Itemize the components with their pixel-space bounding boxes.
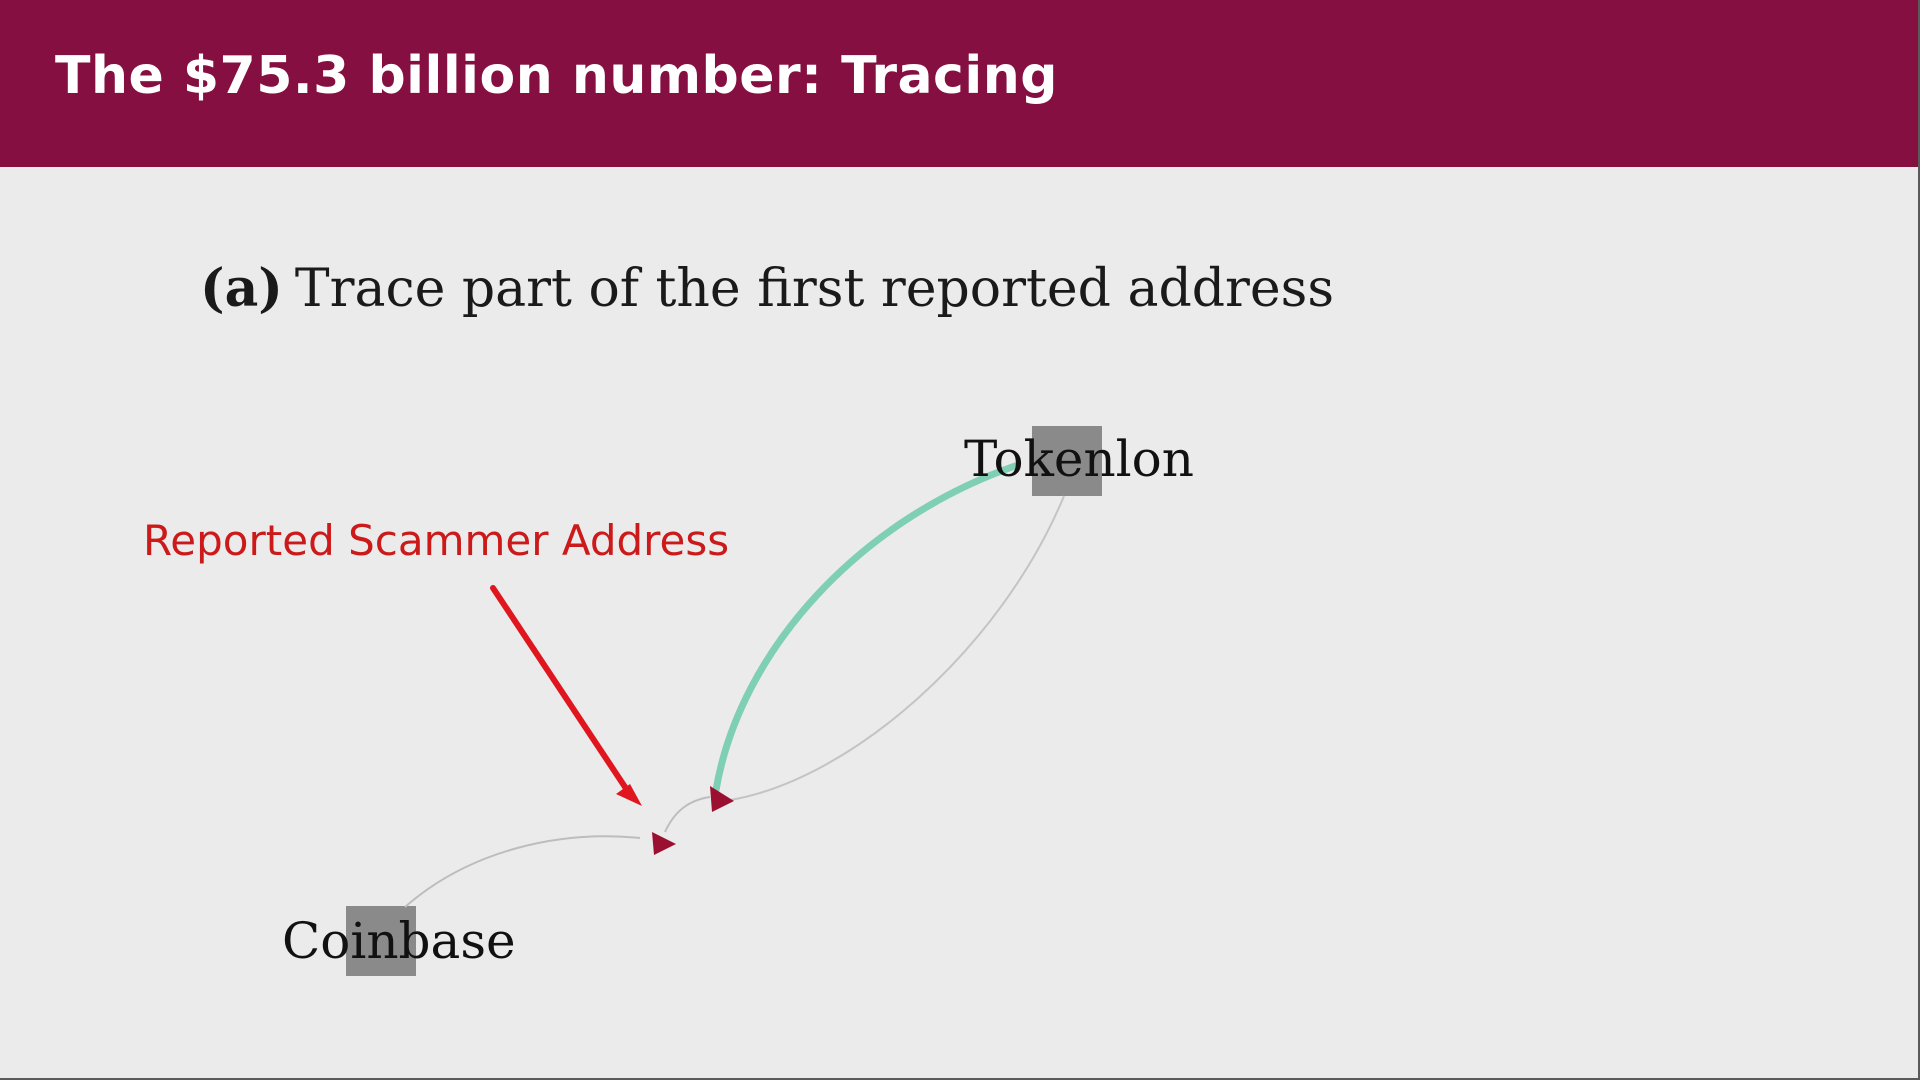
reported-scammer-label: Reported Scammer Address [143,516,729,565]
coinbase-node-marker [346,906,416,976]
slide-title: The $75.3 billion number: Tracing [55,46,1058,106]
callout-arrowhead [616,784,642,806]
edge-scammer-link [664,796,711,833]
tokenlon-node-marker [1032,426,1102,496]
subfigure-caption-text: Trace part of the first reported address [294,259,1335,319]
callout-arrow-line [490,585,632,796]
edge-coinbase-to-scammer [404,835,641,908]
subfigure-tag: (a) [200,258,283,319]
edge-tokenlon-to-scammer-thin [729,495,1065,801]
coinbase-label: Coinbase [282,912,516,970]
subfigure-caption: (a) Trace part of the first reported addr… [200,258,1334,319]
tokenlon-label: Tokenlon [964,430,1194,488]
arrowhead-upper [710,786,734,812]
arrowhead-lower [652,832,676,855]
title-banner: The $75.3 billion number: Tracing [0,0,1918,167]
edge-tokenlon-to-scammer-thick [712,462,1019,794]
